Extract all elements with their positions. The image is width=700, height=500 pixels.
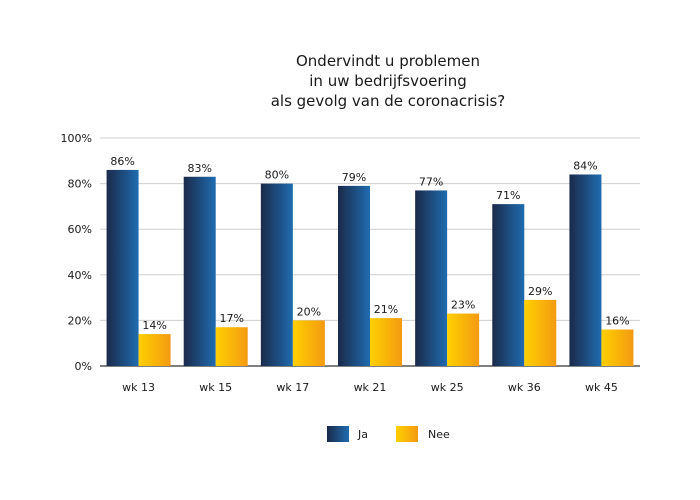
legend-nee-label: Nee [428, 428, 450, 441]
bar-ja-wk-45 [569, 174, 602, 366]
bar-nee-wk-45 [601, 329, 634, 366]
chart-title-line-2: in uw bedrijfsvoering [309, 72, 467, 90]
data-label-nee: 16% [605, 315, 629, 328]
chart-title: Ondervindt u problemen in uw bedrijfsvoe… [0, 51, 700, 111]
data-label-nee: 17% [219, 312, 243, 325]
bar-nee-wk-21 [370, 318, 402, 366]
x-tick-label: wk 13 [122, 381, 155, 394]
bar-ja-wk-21 [338, 185, 370, 366]
bar-ja-wk-15 [183, 176, 216, 366]
bar-nee-wk-15 [215, 327, 248, 366]
y-tick-label: 40% [68, 269, 92, 282]
bar-nee-wk-25 [447, 313, 480, 366]
x-tick-label: wk 21 [354, 381, 387, 394]
bar-ja-wk-13 [106, 169, 139, 366]
x-axis-ticks: wk 13 wk 15 wk 17 wk 21 wk 25 wk 36 wk 45 [122, 381, 618, 394]
y-tick-label: 100% [61, 132, 92, 145]
data-label-ja: 77% [419, 175, 443, 188]
x-tick-label: wk 36 [508, 381, 541, 394]
x-tick-label: wk 45 [585, 381, 618, 394]
data-label-nee: 29% [528, 285, 552, 298]
data-label-nee: 14% [142, 319, 166, 332]
y-tick-label: 20% [68, 314, 92, 327]
data-label-ja: 80% [265, 169, 289, 182]
data-label-ja: 84% [573, 159, 597, 172]
data-label-nee: 20% [297, 305, 321, 318]
bar-ja-wk-17 [260, 183, 293, 366]
bar-nee-wk-17 [292, 320, 325, 366]
bar-ja-wk-36 [492, 204, 525, 366]
y-axis-ticks: 0% 20% 40% 60% 80% 100% [61, 132, 92, 373]
data-label-nee: 21% [374, 303, 398, 316]
bar-nee-wk-13 [138, 334, 171, 366]
bars: 86% 14% 83% 17% 80% 20% 79% 21% 77% 23% 71% 29% 84% 1… [106, 155, 634, 366]
legend: Ja Nee [327, 426, 450, 442]
legend-ja-label: Ja [357, 428, 368, 441]
y-tick-label: 80% [68, 178, 92, 191]
legend-ja-swatch [327, 426, 349, 442]
bar-ja-wk-25 [415, 190, 448, 366]
chart-title-line-1: Ondervindt u problemen [295, 52, 481, 70]
data-label-nee: 23% [451, 299, 475, 312]
data-label-ja: 86% [110, 155, 134, 168]
x-tick-label: wk 17 [276, 381, 309, 394]
data-label-ja: 79% [342, 171, 366, 184]
legend-nee-swatch [396, 426, 418, 442]
y-tick-label: 60% [68, 223, 92, 236]
x-tick-label: wk 25 [431, 381, 464, 394]
x-tick-label: wk 15 [199, 381, 232, 394]
data-label-ja: 83% [187, 162, 211, 175]
chart-title-line-3: als gevolg van de coronacrisis? [270, 92, 506, 110]
y-tick-label: 0% [75, 360, 92, 373]
bar-nee-wk-36 [524, 299, 557, 366]
data-label-ja: 71% [496, 189, 520, 202]
